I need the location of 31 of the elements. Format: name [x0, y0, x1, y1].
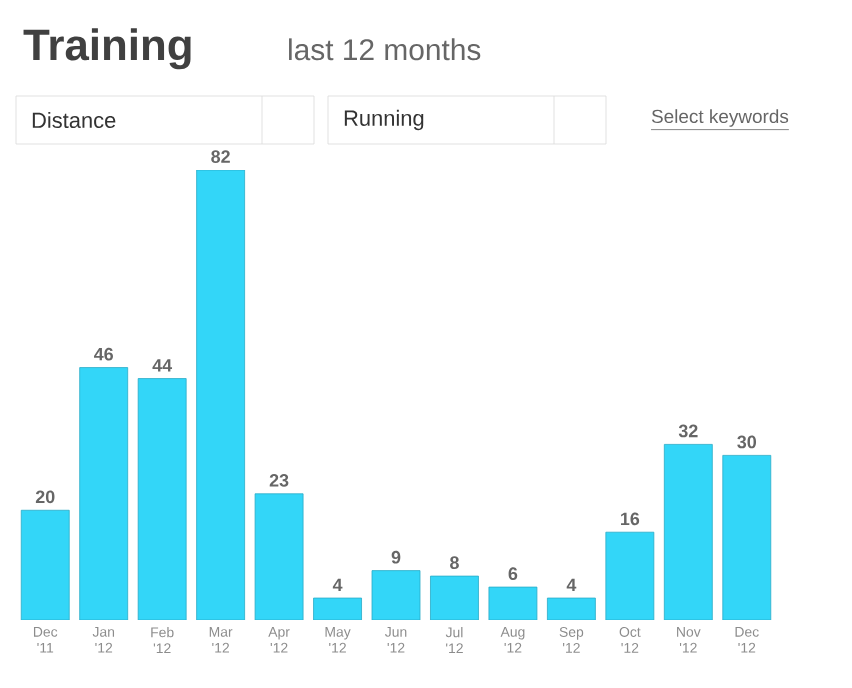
bar [137, 378, 187, 620]
data-label: 44 [152, 359, 173, 372]
bar [313, 597, 362, 620]
bar [371, 570, 421, 620]
bar [196, 170, 246, 620]
data-label: 8 [450, 556, 459, 570]
text: Distance [32, 111, 116, 129]
bar [546, 597, 596, 620]
bar [430, 575, 479, 620]
bar [722, 454, 772, 620]
bar [254, 493, 304, 620]
bar [605, 531, 655, 620]
data-label: 46 [94, 347, 113, 361]
bar [488, 586, 538, 620]
text: Running [344, 109, 424, 131]
chart-subtitle: last 12 months [289, 38, 481, 61]
data-label: 9 [391, 550, 401, 564]
bar [79, 367, 129, 620]
chart-title: Training [23, 28, 191, 70]
data-label: 6 [508, 567, 518, 581]
data-label: 20 [35, 490, 55, 504]
data-label: 30 [737, 435, 757, 449]
bar [663, 444, 713, 620]
data-label: 82 [211, 150, 230, 163]
data-label: 32 [678, 424, 698, 438]
bar [20, 509, 70, 620]
text: Select keywords [651, 109, 789, 127]
data-label: 23 [269, 474, 289, 487]
data-label: 16 [621, 512, 640, 526]
data-label: 4 [332, 578, 343, 592]
data-label: 4 [566, 578, 577, 592]
